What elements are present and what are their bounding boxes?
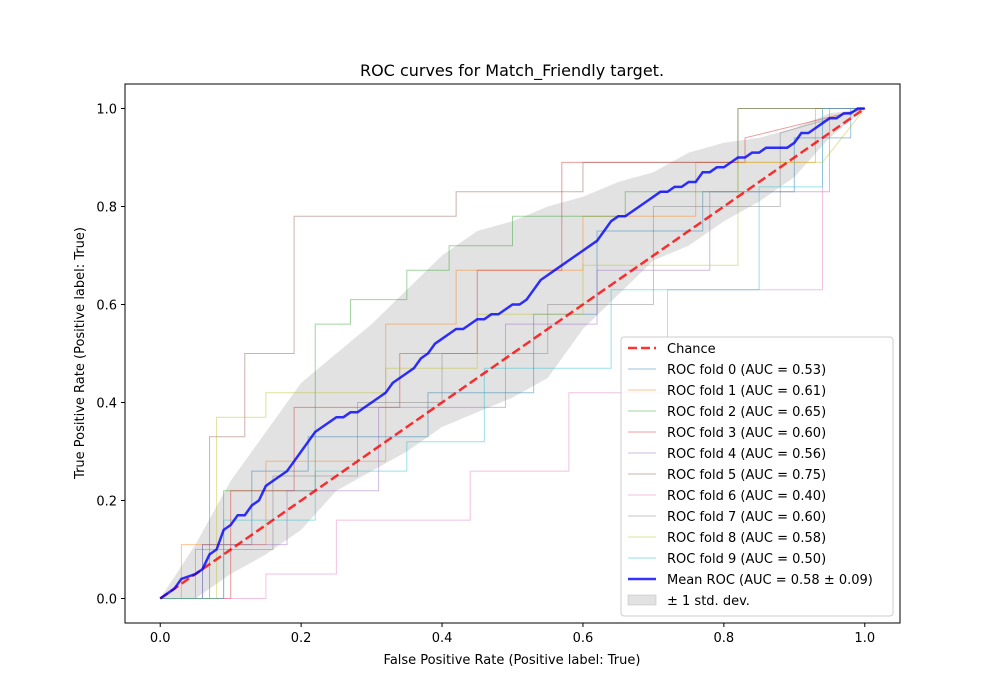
legend-label: ROC fold 8 (AUC = 0.58)	[667, 531, 826, 546]
roc-fold-5-line	[160, 108, 865, 599]
legend-label: ± 1 std. dev.	[667, 594, 750, 609]
roc-fold-4-line	[160, 108, 865, 599]
legend-fold-4: ROC fold 4 (AUC = 0.56)	[628, 447, 826, 462]
y-tick-label: 0.4	[96, 397, 117, 412]
x-tick-label: 0.2	[291, 631, 312, 646]
roc-fold-3-line	[160, 108, 865, 599]
y-tick-label: 1.0	[96, 103, 117, 118]
legend-label: ROC fold 9 (AUC = 0.50)	[667, 552, 826, 567]
roc-fold-7-line	[160, 108, 865, 599]
chart-title: ROC curves for Match_Friendly target.	[360, 61, 664, 81]
axes-frame	[124, 83, 901, 624]
chance-line	[159, 107, 866, 600]
legend-label: ROC fold 6 (AUC = 0.40)	[667, 489, 826, 504]
legend-mean-roc: Mean ROC (AUC = 0.58 ± 0.09)	[628, 573, 873, 588]
legend-label: ROC fold 4 (AUC = 0.56)	[667, 447, 826, 462]
legend-fold-2: ROC fold 2 (AUC = 0.65)	[628, 405, 826, 420]
legend-box	[620, 336, 894, 617]
y-tick-label: 0.6	[96, 299, 117, 314]
plot-area	[159, 107, 866, 600]
legend-swatch	[627, 594, 657, 606]
roc-fold-9-line	[160, 108, 865, 599]
x-tick-label: 0.0	[150, 631, 171, 646]
y-tick-label: 0.0	[96, 593, 117, 608]
legend-label: Mean ROC (AUC = 0.58 ± 0.09)	[667, 573, 873, 588]
legend-std-dev: ± 1 std. dev.	[627, 594, 750, 609]
legend-fold-0: ROC fold 0 (AUC = 0.53)	[628, 363, 826, 378]
x-tick-label: 1.0	[854, 631, 875, 646]
legend-label: ROC fold 0 (AUC = 0.53)	[667, 363, 826, 378]
roc-fold-6-line	[160, 108, 865, 599]
legend-fold-9: ROC fold 9 (AUC = 0.50)	[628, 552, 826, 567]
x-tick-label: 0.6	[573, 631, 594, 646]
roc-fold-1-line	[160, 108, 865, 599]
roc-fold-0-line	[160, 108, 865, 599]
legend-label: ROC fold 3 (AUC = 0.60)	[667, 426, 826, 441]
legend: Chance ROC fold 0 (AUC = 0.53) ROC fold 1 …	[620, 336, 894, 617]
legend-label: Chance	[667, 342, 716, 357]
y-axis-label: True Positive Rate (Positive label: True…	[73, 227, 88, 480]
y-tick-label: 0.8	[96, 201, 117, 216]
legend-label: ROC fold 5 (AUC = 0.75)	[667, 468, 826, 483]
legend-fold-6: ROC fold 6 (AUC = 0.40)	[628, 489, 826, 504]
legend-label: ROC fold 7 (AUC = 0.60)	[667, 510, 826, 525]
x-tick-label: 0.8	[714, 631, 735, 646]
x-axis-label: False Positive Rate (Positive label: Tru…	[384, 653, 641, 668]
legend-fold-7: ROC fold 7 (AUC = 0.60)	[628, 510, 826, 525]
legend-fold-5: ROC fold 5 (AUC = 0.75)	[628, 468, 826, 483]
y-axis: 0.0 0.2 0.4 0.6 0.8 1.0	[96, 103, 125, 608]
legend-fold-1: ROC fold 1 (AUC = 0.61)	[628, 384, 826, 399]
x-axis: 0.0 0.2 0.4 0.6 0.8 1.0	[150, 623, 875, 646]
y-tick-label: 0.2	[96, 495, 117, 510]
mean-roc-line	[159, 107, 865, 600]
legend-fold-8: ROC fold 8 (AUC = 0.58)	[628, 531, 826, 546]
legend-fold-3: ROC fold 3 (AUC = 0.60)	[628, 426, 826, 441]
legend-label: ROC fold 1 (AUC = 0.61)	[667, 384, 826, 399]
x-tick-label: 0.4	[432, 631, 453, 646]
legend-label: ROC fold 2 (AUC = 0.65)	[667, 405, 826, 420]
legend-chance: Chance	[628, 342, 716, 357]
